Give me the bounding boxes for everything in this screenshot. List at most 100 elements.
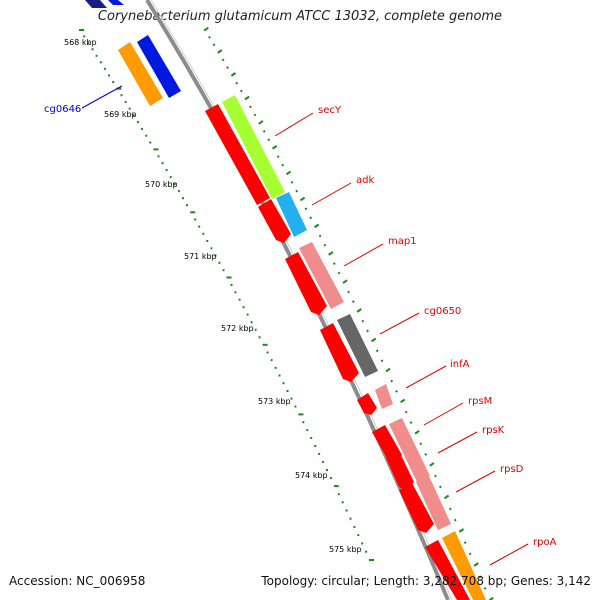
gc-dot-inner bbox=[267, 352, 269, 354]
gc-dot-outer bbox=[309, 216, 312, 219]
gc-dot-outer bbox=[272, 145, 277, 150]
gene-labels: secY adk map1 cg0650 infA rpsM rpsK rpsD… bbox=[44, 86, 557, 565]
gc-dot-inner bbox=[334, 485, 339, 487]
gc-dot-inner bbox=[149, 142, 151, 144]
gc-dot-inner bbox=[235, 291, 237, 293]
gc-dot-outer bbox=[357, 308, 362, 313]
leader-line-adk bbox=[312, 183, 351, 205]
gene-label-cg0646[interactable]: cg0646 bbox=[44, 104, 81, 115]
gc-dot-outer bbox=[347, 291, 350, 294]
gc-dot-inner bbox=[92, 48, 94, 50]
tick-label-573: 573 kbp bbox=[258, 397, 291, 406]
gc-dot-inner bbox=[247, 314, 249, 316]
gc-dot-inner bbox=[239, 299, 241, 301]
gc-dot-inner bbox=[178, 190, 180, 192]
gc-dot-inner bbox=[306, 429, 308, 431]
gc-dot-inner bbox=[170, 176, 172, 178]
gc-dot-outer bbox=[444, 495, 449, 500]
gc-dot-outer bbox=[244, 96, 249, 101]
gc-dot-inner bbox=[357, 534, 359, 536]
gc-dot-inner bbox=[166, 169, 168, 171]
gene-label-rpsD[interactable]: rpsD bbox=[500, 464, 524, 475]
leader-line-rpsD bbox=[456, 471, 495, 492]
genome-map-canvas: secY adk map1 cg0650 infA rpsM rpsK rpsD… bbox=[0, 0, 600, 600]
gc-dot-outer bbox=[314, 224, 319, 229]
backbone-arc bbox=[147, 0, 452, 600]
gene-label-infA[interactable]: infA bbox=[450, 359, 470, 370]
gc-dot-inner bbox=[294, 406, 296, 408]
gene-label-adk[interactable]: adk bbox=[356, 175, 374, 186]
gc-dot-inner bbox=[251, 321, 253, 323]
gc-dot-outer bbox=[333, 262, 336, 265]
gc-dot-outer bbox=[319, 235, 322, 238]
gc-dot-outer bbox=[371, 338, 376, 343]
gc-dot-inner bbox=[96, 55, 98, 57]
gc-dot-inner bbox=[259, 336, 261, 338]
gc-dot-inner bbox=[365, 551, 367, 553]
gc-dot-outer bbox=[328, 251, 333, 256]
gc-dot-outer bbox=[474, 562, 479, 567]
gc-dot-outer bbox=[226, 66, 229, 69]
gc-dot-outer bbox=[249, 106, 252, 109]
genome-map-viewer: Corynebacterium glutamicum ATCC 13032, c… bbox=[0, 0, 600, 600]
gc-dot-outer bbox=[222, 59, 225, 62]
gc-dot-inner bbox=[263, 344, 268, 346]
gc-dot-inner bbox=[121, 94, 123, 96]
gc-dot-inner bbox=[283, 382, 285, 384]
gc-dot-inner bbox=[318, 453, 320, 455]
gc-dot-inner bbox=[243, 306, 245, 308]
accession-text: Accession: NC_006958 bbox=[9, 574, 145, 588]
gc-dot-outer bbox=[281, 164, 284, 167]
leader-line-cg0646 bbox=[82, 86, 122, 108]
gc-dot-inner bbox=[342, 501, 344, 503]
gene-feature-top-blue[interactable] bbox=[108, 0, 124, 5]
gc-dot-inner bbox=[275, 367, 277, 369]
gene-label-cg0650[interactable]: cg0650 bbox=[424, 306, 461, 317]
gc-dot-inner bbox=[202, 233, 204, 235]
gc-dot-outer bbox=[277, 155, 280, 158]
gc-dot-outer bbox=[291, 181, 294, 184]
gene-label-rpsK[interactable]: rpsK bbox=[482, 425, 505, 436]
leader-line-infA bbox=[406, 366, 446, 388]
gc-dot-outer bbox=[204, 27, 209, 32]
leader-line-rpsK bbox=[438, 432, 477, 453]
gc-dot-outer bbox=[305, 207, 308, 210]
gc-dot-inner bbox=[125, 101, 127, 103]
gc-dot-inner bbox=[271, 359, 273, 361]
gene-feature-infA[interactable] bbox=[375, 384, 393, 409]
gene-label-rpoA[interactable]: rpoA bbox=[533, 537, 557, 548]
gc-dot-outer bbox=[231, 72, 236, 77]
gc-dot-inner bbox=[112, 81, 114, 83]
gc-dot-outer bbox=[361, 320, 364, 323]
gc-dot-inner bbox=[227, 277, 232, 279]
gc-dot-outer bbox=[429, 462, 434, 467]
gc-dot-inner bbox=[162, 162, 164, 164]
gc-dot-outer bbox=[454, 519, 457, 522]
gc-dot-outer bbox=[213, 43, 216, 46]
tick-label-568: 568 kbp bbox=[64, 38, 97, 47]
tick-label-572: 572 kbp bbox=[221, 324, 254, 333]
leader-line-secY bbox=[275, 113, 313, 136]
feature-tracks bbox=[85, 0, 486, 600]
gc-dot-outer bbox=[410, 421, 413, 424]
gc-dot-inner bbox=[322, 461, 324, 463]
tick-label-569: 569 kbp bbox=[104, 110, 137, 119]
gc-dot-inner bbox=[218, 262, 220, 264]
gc-dot-outer bbox=[390, 380, 393, 383]
gc-dot-outer bbox=[258, 120, 263, 125]
gene-label-map1[interactable]: map1 bbox=[388, 236, 417, 247]
gc-dot-outer bbox=[405, 411, 408, 414]
genome-summary-text: Topology: circular; Length: 3,282,708 bp… bbox=[261, 574, 591, 588]
gc-dot-outer bbox=[286, 171, 291, 176]
tick-label-571: 571 kbp bbox=[184, 252, 217, 261]
gc-dot-inner bbox=[210, 247, 212, 249]
gc-dot-inner bbox=[302, 421, 304, 423]
gc-dot-inner bbox=[279, 375, 281, 377]
leader-line-rpsM bbox=[424, 403, 463, 425]
gc-dot-outer bbox=[395, 390, 398, 393]
gc-dot-outer bbox=[400, 399, 405, 404]
gene-feature-top-navy[interactable] bbox=[85, 0, 107, 8]
gene-label-rpsM[interactable]: rpsM bbox=[468, 396, 492, 407]
gene-label-secY[interactable]: secY bbox=[318, 105, 342, 116]
leader-line-map1 bbox=[344, 244, 383, 266]
